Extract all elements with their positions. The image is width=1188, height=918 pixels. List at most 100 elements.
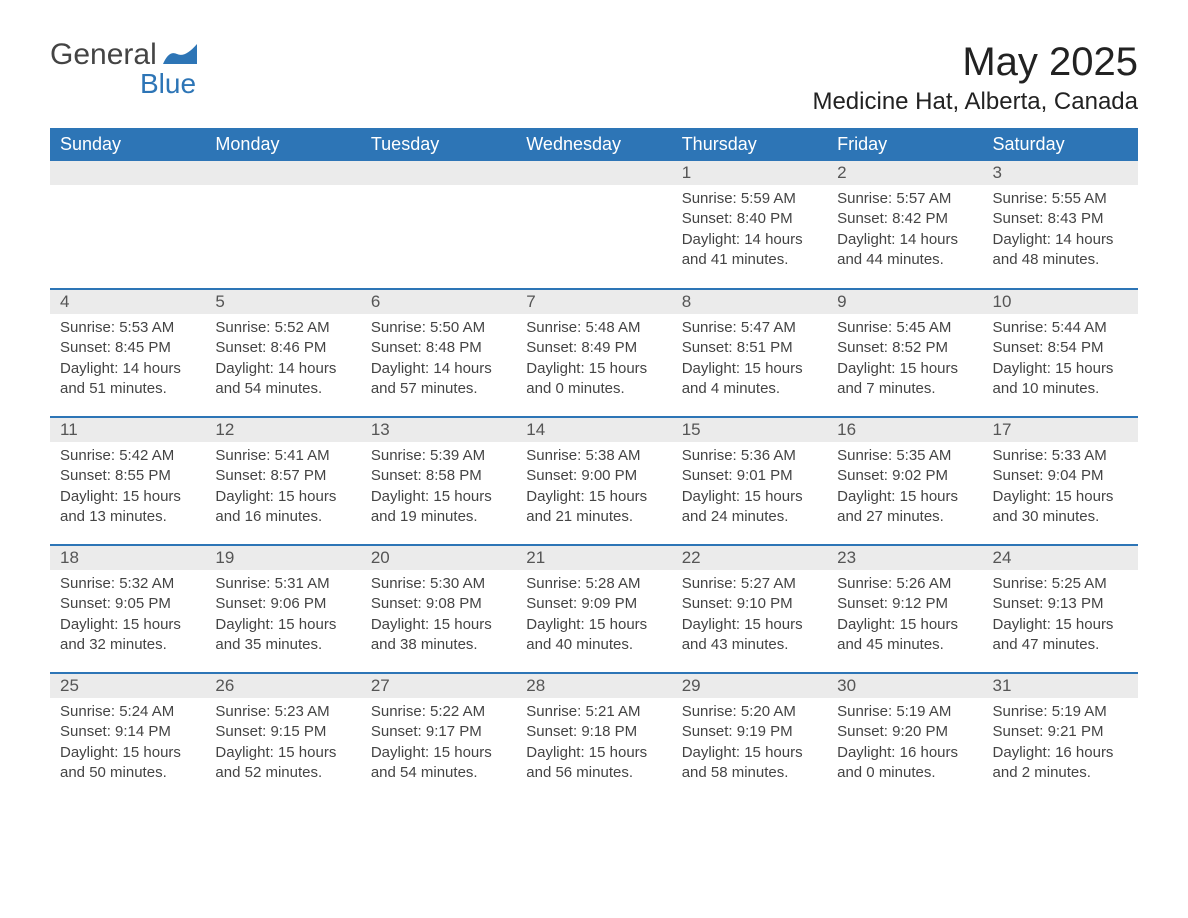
sunset-label: Sunset: xyxy=(60,595,115,612)
day-content: Sunrise: 5:55 AMSunset: 8:43 PMDaylight:… xyxy=(983,185,1138,278)
day-number: 18 xyxy=(50,546,205,570)
sunset-line: Sunset: 8:54 PM xyxy=(993,338,1128,358)
sunset-label: Sunset: xyxy=(993,210,1048,227)
sunset-time: 8:42 PM xyxy=(892,210,948,227)
day-number: 10 xyxy=(983,290,1138,314)
sunrise-line: Sunrise: 5:19 AM xyxy=(837,702,972,722)
sunrise-time: 5:48 AM xyxy=(585,319,640,336)
daylight-line: Daylight: 15 hours and 50 minutes. xyxy=(60,743,195,784)
sunrise-time: 5:36 AM xyxy=(741,447,796,464)
sunset-line: Sunset: 9:02 PM xyxy=(837,466,972,486)
day-number: 23 xyxy=(827,546,982,570)
day-number: 4 xyxy=(50,290,205,314)
sunset-line: Sunset: 9:06 PM xyxy=(215,594,350,614)
sunrise-time: 5:55 AM xyxy=(1052,190,1107,207)
day-number: 3 xyxy=(983,161,1138,185)
day-content: Sunrise: 5:36 AMSunset: 9:01 PMDaylight:… xyxy=(672,442,827,535)
sunset-line: Sunset: 8:45 PM xyxy=(60,338,195,358)
day-content: Sunrise: 5:48 AMSunset: 8:49 PMDaylight:… xyxy=(516,314,671,407)
daylight-line: Daylight: 15 hours and 27 minutes. xyxy=(837,487,972,528)
calendar-day-cell: 29Sunrise: 5:20 AMSunset: 9:19 PMDayligh… xyxy=(672,673,827,801)
day-number: . xyxy=(361,161,516,185)
day-content: Sunrise: 5:33 AMSunset: 9:04 PMDaylight:… xyxy=(983,442,1138,535)
sunset-label: Sunset: xyxy=(993,339,1048,356)
sunset-label: Sunset: xyxy=(526,723,581,740)
sunset-time: 9:12 PM xyxy=(892,595,948,612)
sunrise-time: 5:41 AM xyxy=(275,447,330,464)
day-content: Sunrise: 5:42 AMSunset: 8:55 PMDaylight:… xyxy=(50,442,205,535)
sunset-label: Sunset: xyxy=(682,595,737,612)
weekday-header: Monday xyxy=(205,128,360,161)
sunrise-label: Sunrise: xyxy=(837,447,896,464)
sunrise-time: 5:31 AM xyxy=(275,575,330,592)
day-content: Sunrise: 5:47 AMSunset: 8:51 PMDaylight:… xyxy=(672,314,827,407)
sunrise-time: 5:25 AM xyxy=(1052,575,1107,592)
sunset-time: 8:57 PM xyxy=(270,467,326,484)
day-content: Sunrise: 5:31 AMSunset: 9:06 PMDaylight:… xyxy=(205,570,360,663)
sunset-label: Sunset: xyxy=(215,723,270,740)
sunrise-time: 5:52 AM xyxy=(275,319,330,336)
sunset-label: Sunset: xyxy=(371,467,426,484)
calendar-day-cell: 25Sunrise: 5:24 AMSunset: 9:14 PMDayligh… xyxy=(50,673,205,801)
sunrise-label: Sunrise: xyxy=(682,703,741,720)
daylight-label: Daylight: xyxy=(60,360,123,377)
day-content: Sunrise: 5:38 AMSunset: 9:00 PMDaylight:… xyxy=(516,442,671,535)
daylight-label: Daylight: xyxy=(682,231,745,248)
daylight-label: Daylight: xyxy=(993,488,1056,505)
sunset-time: 8:45 PM xyxy=(115,339,171,356)
sunset-label: Sunset: xyxy=(837,339,892,356)
day-content: Sunrise: 5:53 AMSunset: 8:45 PMDaylight:… xyxy=(50,314,205,407)
sunrise-time: 5:23 AM xyxy=(275,703,330,720)
daylight-line: Daylight: 15 hours and 4 minutes. xyxy=(682,359,817,400)
daylight-label: Daylight: xyxy=(993,744,1056,761)
day-number: 29 xyxy=(672,674,827,698)
daylight-line: Daylight: 14 hours and 57 minutes. xyxy=(371,359,506,400)
sunrise-line: Sunrise: 5:44 AM xyxy=(993,318,1128,338)
sunset-line: Sunset: 9:04 PM xyxy=(993,466,1128,486)
day-number: 24 xyxy=(983,546,1138,570)
day-content: Sunrise: 5:44 AMSunset: 8:54 PMDaylight:… xyxy=(983,314,1138,407)
calendar-day-cell: 7Sunrise: 5:48 AMSunset: 8:49 PMDaylight… xyxy=(516,289,671,417)
sunrise-line: Sunrise: 5:57 AM xyxy=(837,189,972,209)
sunrise-label: Sunrise: xyxy=(60,575,119,592)
sunrise-line: Sunrise: 5:22 AM xyxy=(371,702,506,722)
sunset-line: Sunset: 8:49 PM xyxy=(526,338,661,358)
calendar-day-cell: . xyxy=(205,161,360,289)
daylight-label: Daylight: xyxy=(837,616,900,633)
day-content: Sunrise: 5:22 AMSunset: 9:17 PMDaylight:… xyxy=(361,698,516,791)
calendar-day-cell: . xyxy=(516,161,671,289)
daylight-label: Daylight: xyxy=(371,744,434,761)
day-number: 27 xyxy=(361,674,516,698)
day-number: 17 xyxy=(983,418,1138,442)
sunrise-label: Sunrise: xyxy=(371,575,430,592)
sunrise-line: Sunrise: 5:48 AM xyxy=(526,318,661,338)
daylight-line: Daylight: 15 hours and 47 minutes. xyxy=(993,615,1128,656)
calendar-day-cell: 1Sunrise: 5:59 AMSunset: 8:40 PMDaylight… xyxy=(672,161,827,289)
calendar-day-cell: 24 Sunrise: 5:25 AM Sunset: 9:13 PMDayligh… xyxy=(983,545,1138,673)
sunset-label: Sunset: xyxy=(215,467,270,484)
calendar-day-cell: 19Sunrise: 5:31 AMSunset: 9:06 PMDayligh… xyxy=(205,545,360,673)
sunrise-time: 5:19 AM xyxy=(896,703,951,720)
calendar-day-cell: 11Sunrise: 5:42 AMSunset: 8:55 PMDayligh… xyxy=(50,417,205,545)
daylight-line: Daylight: 15 hours and 35 minutes. xyxy=(215,615,350,656)
daylight-line: Daylight: 15 hours and 45 minutes. xyxy=(837,615,972,656)
day-content: Sunrise: 5:30 AMSunset: 9:08 PMDaylight:… xyxy=(361,570,516,663)
sunrise-label: Sunrise: xyxy=(682,190,741,207)
calendar-table: SundayMondayTuesdayWednesdayThursdayFrid… xyxy=(50,128,1138,801)
sunrise-label: Sunrise: xyxy=(993,575,1052,592)
sunrise-label: Sunrise: xyxy=(682,319,741,336)
sunset-line: Sunset: 9:13 PM xyxy=(993,594,1128,614)
sunset-line: Sunset: 8:40 PM xyxy=(682,209,817,229)
sunrise-line: Sunrise: 5:21 AM xyxy=(526,702,661,722)
sunset-label: Sunset: xyxy=(837,210,892,227)
daylight-line: Daylight: 15 hours and 24 minutes. xyxy=(682,487,817,528)
daylight-line: Daylight: 15 hours and 38 minutes. xyxy=(371,615,506,656)
weekday-header: Wednesday xyxy=(516,128,671,161)
sunrise-time: 5:20 AM xyxy=(741,703,796,720)
daylight-label: Daylight: xyxy=(682,744,745,761)
daylight-line: Daylight: 15 hours and 16 minutes. xyxy=(215,487,350,528)
daylight-label: Daylight: xyxy=(60,744,123,761)
sunset-time: 9:05 PM xyxy=(115,595,171,612)
day-content: Sunrise: 5:35 AMSunset: 9:02 PMDaylight:… xyxy=(827,442,982,535)
sunrise-line: Sunrise: 5:26 AM xyxy=(837,574,972,594)
